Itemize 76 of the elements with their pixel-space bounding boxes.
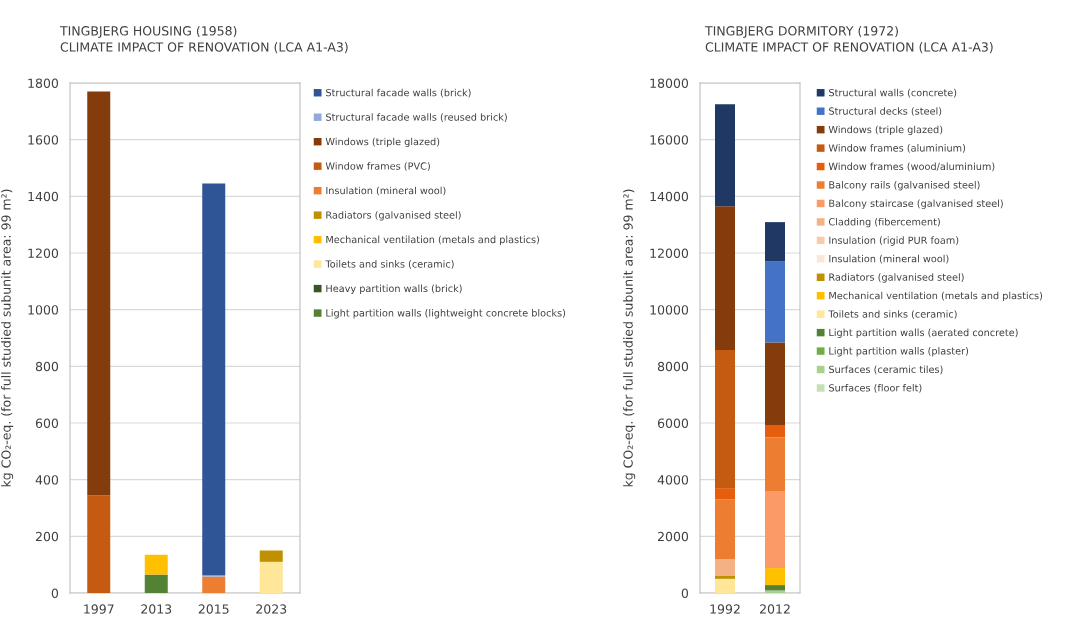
- bar: [765, 568, 785, 586]
- x-tick-label: 2015: [198, 604, 229, 614]
- y-tick-label: 1000: [28, 305, 59, 315]
- bar: [715, 559, 735, 576]
- y-tick-label: 800: [35, 361, 59, 372]
- legend-label: Window frames (wood/aluminium): [828, 162, 995, 172]
- legend-label: Structural decks (steel): [829, 107, 942, 116]
- legend-label: Window frames (aluminium): [828, 144, 966, 153]
- chart-subtitle: CLIMATE IMPACT OF RENOVATION (LCA A1-A3): [60, 42, 348, 54]
- legend-label: Radiators (galvanised steel): [326, 211, 461, 221]
- bar: [765, 491, 785, 569]
- bar: [715, 499, 735, 559]
- bar: [765, 424, 785, 438]
- bar: [715, 578, 735, 593]
- chart-title: TINGBJERG DORMITORY (1972): [704, 25, 898, 38]
- y-tick-label: 1400: [28, 191, 59, 202]
- legend-label: Structural facade walls (brick): [326, 88, 471, 98]
- legend-label: Toilets and sinks (ceramic): [828, 310, 957, 319]
- legend-label: Structural facade walls (reused brick): [326, 113, 507, 122]
- x-tick-label: 2012: [760, 604, 790, 614]
- bar: [765, 590, 785, 593]
- y-tick-label: 2000: [657, 531, 689, 542]
- bar: [715, 206, 735, 350]
- y-tick-label: 1200: [28, 248, 59, 258]
- legend-label: Radiators (galvanised steel): [829, 273, 964, 283]
- legend-label: Window frames (PVC): [325, 162, 430, 171]
- bar: [765, 261, 785, 343]
- legend-label: Balcony rails (galvanised steel): [829, 181, 980, 191]
- legend-label: Cladding (fibercement): [828, 217, 940, 228]
- legend-label: Insulation (mineral wool): [326, 186, 446, 196]
- y-axis-title: kg CO₂-eq. (for full studied subunit area: 99 m²): [623, 189, 636, 487]
- y-tick-label: 0: [681, 588, 689, 598]
- y-tick-label: 600: [35, 418, 59, 428]
- y-axis-title: kg CO₂-eq. (for full studied subunit area: 99 m²): [1, 189, 14, 487]
- y-tick-label: 8000: [657, 361, 689, 372]
- y-tick-label: 14000: [650, 191, 689, 202]
- legend-label: Mechanical ventilation (metals and plastics): [829, 291, 1043, 302]
- legend-label: Surfaces (ceramic tiles): [829, 365, 943, 375]
- legend-label: Windows (triple glazed): [828, 125, 943, 136]
- bar: [715, 488, 735, 500]
- bar: [765, 222, 785, 262]
- legend-label: Mechanical ventilation (metals and plastics): [326, 235, 540, 246]
- y-tick-label: 18000: [650, 78, 689, 88]
- bar: [715, 104, 735, 207]
- legend-label: Surfaces (floor felt): [829, 383, 922, 393]
- x-tick-label: 1997: [84, 604, 114, 614]
- x-tick-label: 2013: [141, 604, 172, 614]
- y-tick-label: 200: [35, 531, 59, 542]
- legend-label: Toilets and sinks (ceramic): [325, 260, 454, 269]
- bar: [765, 585, 785, 591]
- bar: [715, 576, 735, 579]
- y-tick-label: 16000: [650, 135, 689, 145]
- x-tick-label: 2023: [256, 604, 287, 614]
- text: CLIMATE IMPACT OF RENOVATION (LCA A1-A3): [705, 42, 993, 54]
- y-tick-label: 400: [35, 475, 59, 485]
- bar: [765, 437, 785, 491]
- y-tick-label: 10000: [650, 305, 689, 315]
- legend-label: Structural walls (concrete): [829, 88, 957, 98]
- y-tick-label: 1800: [28, 78, 59, 88]
- legend-label: Light partition walls (aerated concrete): [829, 328, 1018, 339]
- legend-label: Windows (triple glazed): [325, 137, 440, 148]
- y-tick-label: 4000: [657, 475, 689, 485]
- legend-label: Heavy partition walls (brick): [326, 284, 462, 294]
- y-tick-label: 6000: [657, 418, 689, 428]
- legend-label: Balcony staircase (galvanised steel): [829, 199, 1003, 209]
- bar: [715, 349, 735, 489]
- legend-label: Light partition walls (lightweight concrete blocks): [326, 309, 566, 319]
- y-tick-label: 12000: [650, 248, 689, 258]
- legend-label: Insulation (mineral wool): [829, 254, 949, 264]
- chart-title: TINGBJERG HOUSING (1958): [59, 25, 237, 38]
- y-tick-label: 0: [51, 588, 59, 598]
- x-tick-label: 1992: [710, 604, 740, 614]
- legend-label: Light partition walls (plaster): [829, 347, 969, 357]
- y-tick-label: 1600: [28, 135, 59, 145]
- bar: [765, 342, 785, 425]
- legend-label: Insulation (rigid PUR foam): [829, 236, 959, 246]
